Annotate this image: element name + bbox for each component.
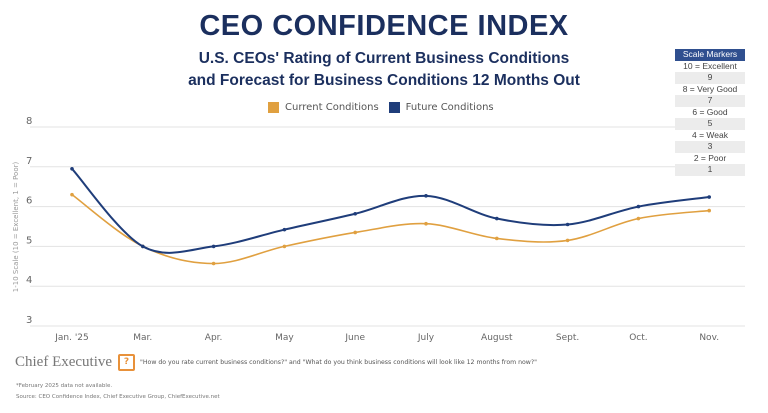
x-tick-label: May bbox=[275, 333, 294, 343]
scale-marker: 5 bbox=[675, 118, 745, 130]
y-tick-label: 7 bbox=[26, 156, 32, 167]
data-point bbox=[282, 227, 287, 232]
data-point bbox=[70, 192, 74, 197]
data-point bbox=[70, 166, 74, 171]
data-point bbox=[636, 204, 641, 209]
scale-marker: 7 bbox=[675, 95, 745, 107]
data-point bbox=[353, 230, 358, 235]
page-title: CEO CONFIDENCE INDEX bbox=[199, 10, 569, 42]
y-tick-label: 4 bbox=[26, 275, 32, 286]
data-point bbox=[141, 244, 145, 249]
scale-markers-header: Scale Markers bbox=[675, 49, 745, 61]
scale-marker: 8 = Very Good bbox=[682, 83, 738, 94]
y-tick-label: 3 bbox=[26, 315, 32, 326]
data-point bbox=[495, 216, 499, 221]
data-point bbox=[424, 221, 428, 226]
data-point bbox=[495, 236, 499, 241]
legend-label-future: Future Conditions bbox=[405, 102, 494, 113]
scale-marker: 9 bbox=[675, 72, 745, 84]
data-point bbox=[424, 194, 428, 198]
scale-marker: 3 bbox=[675, 141, 745, 153]
y-axis-label: 1-10 Scale (10 = Excellent, 1 = Poor) bbox=[12, 162, 20, 293]
y-tick-label: 8 bbox=[26, 116, 32, 127]
legend-swatch-future bbox=[388, 102, 400, 113]
x-tick-label: July bbox=[417, 333, 435, 343]
scale-marker: 6 = Good bbox=[692, 106, 728, 117]
y-tick-label: 5 bbox=[26, 235, 32, 246]
series-line-future bbox=[71, 168, 710, 254]
subtitle-line-1: U.S. CEOs' Rating of Current Business Co… bbox=[198, 50, 570, 67]
data-point bbox=[707, 195, 711, 199]
data-point bbox=[353, 211, 358, 216]
legend-swatch-current bbox=[268, 102, 279, 113]
data-point bbox=[211, 244, 216, 249]
data-point bbox=[707, 208, 711, 213]
scale-marker: 2 = Poor bbox=[693, 152, 727, 163]
subtitle-line-2: and Forecast for Business Conditions 12 … bbox=[188, 72, 580, 89]
x-tick-label: August bbox=[481, 333, 513, 343]
footer-row: Chief Executive ? "How do you rate curre… bbox=[15, 354, 537, 371]
y-tick-label: 6 bbox=[26, 196, 32, 207]
scale-marker: 1 bbox=[675, 164, 745, 176]
scale-marker: 4 = Weak bbox=[692, 129, 728, 140]
legend-label-current: Current Conditions bbox=[285, 102, 379, 113]
x-tick-label: Nov. bbox=[699, 333, 719, 343]
x-tick-label: Oct. bbox=[629, 333, 647, 343]
series-line-current bbox=[71, 194, 710, 265]
x-tick-label: Sept. bbox=[556, 333, 579, 343]
scale-markers-table: Scale Markers 10 = Excellent 9 8 = Very Go… bbox=[675, 49, 745, 176]
data-point bbox=[565, 238, 570, 243]
data-point bbox=[565, 222, 570, 227]
survey-question: "How do you rate current business condit… bbox=[140, 359, 538, 366]
legend: Current Conditions Future Conditions bbox=[268, 102, 494, 113]
data-point bbox=[282, 244, 287, 249]
x-tick-label: Apr. bbox=[205, 333, 223, 343]
x-tick-label: Jan. '25 bbox=[54, 333, 89, 343]
x-tick-label: June bbox=[344, 333, 365, 343]
source: Source: CEO Confidence Index, Chief Exec… bbox=[16, 394, 220, 400]
footnote: *February 2025 data not available. bbox=[16, 383, 113, 389]
data-point bbox=[636, 216, 641, 221]
scale-marker: 10 = Excellent bbox=[683, 60, 737, 71]
data-point bbox=[211, 261, 216, 266]
chief-executive-logo: Chief Executive bbox=[15, 354, 113, 370]
question-box-icon: ? bbox=[118, 354, 136, 371]
x-tick-label: Mar. bbox=[133, 333, 152, 343]
